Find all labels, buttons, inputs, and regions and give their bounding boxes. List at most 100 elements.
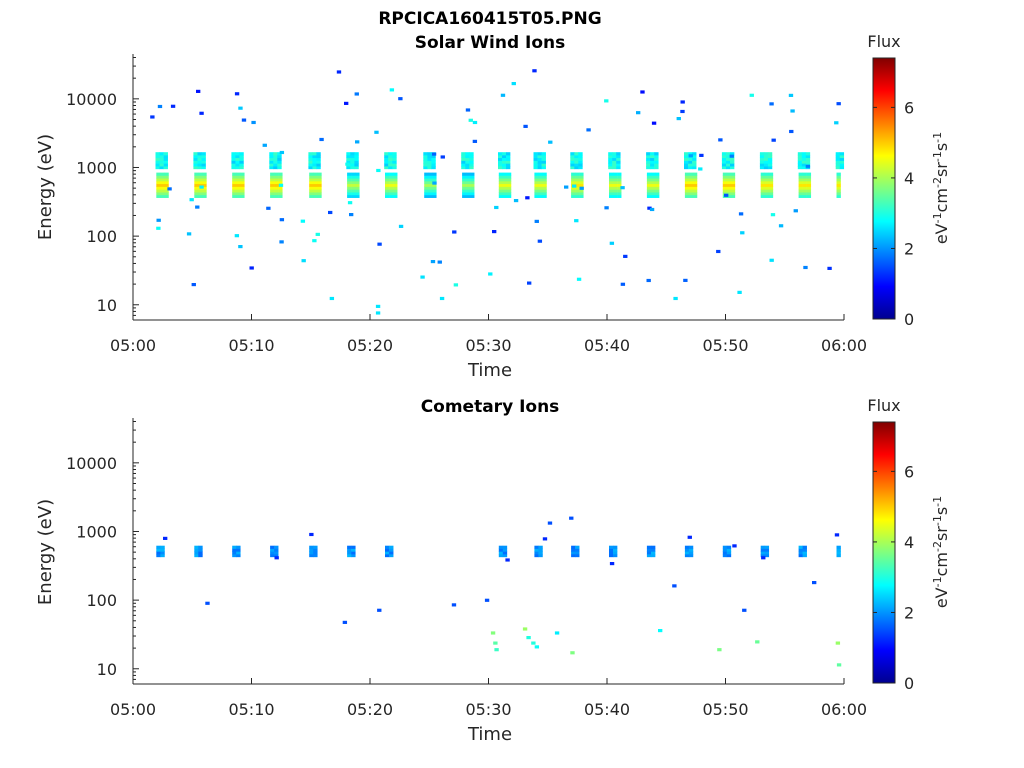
heatmap-cell: [498, 160, 503, 164]
heatmap-cell: [317, 180, 322, 185]
heatmap-cell: [432, 178, 437, 182]
heatmap-cell: [651, 186, 656, 190]
heatmap-cell: [377, 608, 382, 612]
heatmap-cell: [201, 160, 206, 164]
heatmap-cell: [470, 180, 475, 185]
heatmap-cell: [199, 111, 204, 115]
heatmap-cell: [439, 296, 445, 301]
heatmap-cell: [759, 152, 765, 156]
x-tick-label: 06:00: [821, 700, 867, 719]
heatmap-cell: [470, 192, 475, 196]
heatmap-cell: [688, 175, 694, 179]
heatmap-cell: [498, 152, 503, 156]
heatmap-cell: [274, 172, 279, 176]
heatmap-cell: [270, 548, 275, 552]
heatmap-cell: [155, 157, 160, 161]
heatmap-cell: [684, 548, 690, 552]
heatmap-cell: [688, 163, 693, 167]
heatmap-cell: [537, 152, 542, 156]
heatmap-cell: [579, 175, 584, 179]
heatmap-cell: [193, 154, 198, 159]
heatmap-cell: [729, 154, 734, 158]
heatmap-cell: [470, 186, 475, 190]
heatmap-cell: [160, 186, 165, 190]
heatmap-cell: [498, 545, 504, 549]
heatmap-cell: [240, 180, 245, 185]
heatmap-cell: [470, 183, 475, 187]
heatmap-cell: [620, 282, 626, 286]
heatmap-cell: [506, 175, 512, 179]
heatmap-cell: [801, 163, 807, 167]
heatmap-cell: [788, 93, 794, 97]
heatmap-cell: [579, 192, 584, 196]
heatmap-cell: [542, 172, 547, 176]
heatmap-cell: [612, 160, 617, 164]
heatmap-cell: [760, 545, 766, 549]
heatmap-cell: [202, 192, 207, 196]
heatmap-cell: [160, 172, 165, 176]
heatmap-cell: [347, 175, 352, 179]
heatmap-cell: [767, 163, 773, 167]
heatmap-cell: [269, 166, 274, 170]
heatmap-cell: [344, 101, 349, 105]
heatmap-cell: [354, 166, 359, 170]
heatmap-cell: [836, 183, 841, 187]
heatmap-cell: [385, 180, 390, 185]
heatmap-cell: [684, 192, 690, 196]
x-axis-ticks: 05:00 05:10 05:20 05:30 05:40 05:50 06:00: [110, 314, 867, 355]
heatmap-cell: [469, 154, 474, 159]
heatmap-cell: [692, 166, 697, 170]
heatmap-cell: [430, 260, 436, 264]
heatmap-cell: [336, 70, 342, 74]
heatmap-cell: [608, 160, 613, 164]
heatmap-cell: [164, 183, 169, 187]
heatmap-cell: [574, 152, 579, 156]
heatmap-cell: [571, 554, 576, 558]
heatmap-cell: [424, 189, 429, 193]
heatmap-cell: [506, 192, 512, 196]
heatmap-cell: [688, 186, 694, 190]
heatmap-cell: [613, 172, 618, 176]
heatmap-cell: [769, 258, 774, 262]
heatmap-cell: [650, 154, 655, 159]
heatmap-cell: [160, 194, 165, 198]
heatmap-cell: [760, 192, 766, 196]
heatmap-cell: [156, 178, 161, 182]
heatmap-cell: [760, 194, 766, 198]
heatmap-cell: [651, 554, 656, 558]
heatmap-cell: [698, 167, 703, 171]
heatmap-cell: [347, 172, 352, 176]
heatmap-cell: [232, 189, 237, 193]
heatmap-cell: [236, 545, 241, 549]
heatmap-cell: [692, 172, 698, 176]
heatmap-cell: [201, 152, 206, 156]
heatmap-cell: [313, 194, 318, 198]
heatmap-cell: [506, 186, 512, 190]
heatmap-cell: [721, 152, 727, 156]
heatmap-cell: [688, 172, 694, 176]
heatmap-cell: [538, 186, 543, 190]
heatmap-cell: [159, 157, 164, 161]
heatmap-cell: [646, 157, 651, 161]
heatmap-cell: [651, 175, 656, 179]
x-tick-label: 05:20: [347, 700, 393, 719]
heatmap-cell: [392, 163, 397, 167]
heatmap-cell: [452, 230, 457, 234]
heatmap-cell: [542, 194, 547, 198]
heatmap-cell: [534, 548, 539, 552]
heatmap-cell: [651, 545, 656, 549]
heatmap-cell: [232, 194, 237, 198]
heatmap-cell: [609, 189, 614, 193]
heatmap-cell: [355, 178, 360, 182]
heatmap-cell: [317, 194, 322, 198]
heatmap-cell: [534, 183, 539, 187]
heatmap-cell: [347, 548, 352, 552]
heatmap-cell: [538, 183, 543, 187]
heatmap-cell: [423, 154, 428, 159]
heatmap-cell: [726, 178, 732, 182]
heatmap-cell: [726, 163, 731, 167]
heatmap-cell: [797, 160, 803, 164]
heatmap-cell: [156, 189, 161, 193]
heatmap-cell: [269, 160, 274, 164]
heatmap-cell: [649, 207, 655, 212]
